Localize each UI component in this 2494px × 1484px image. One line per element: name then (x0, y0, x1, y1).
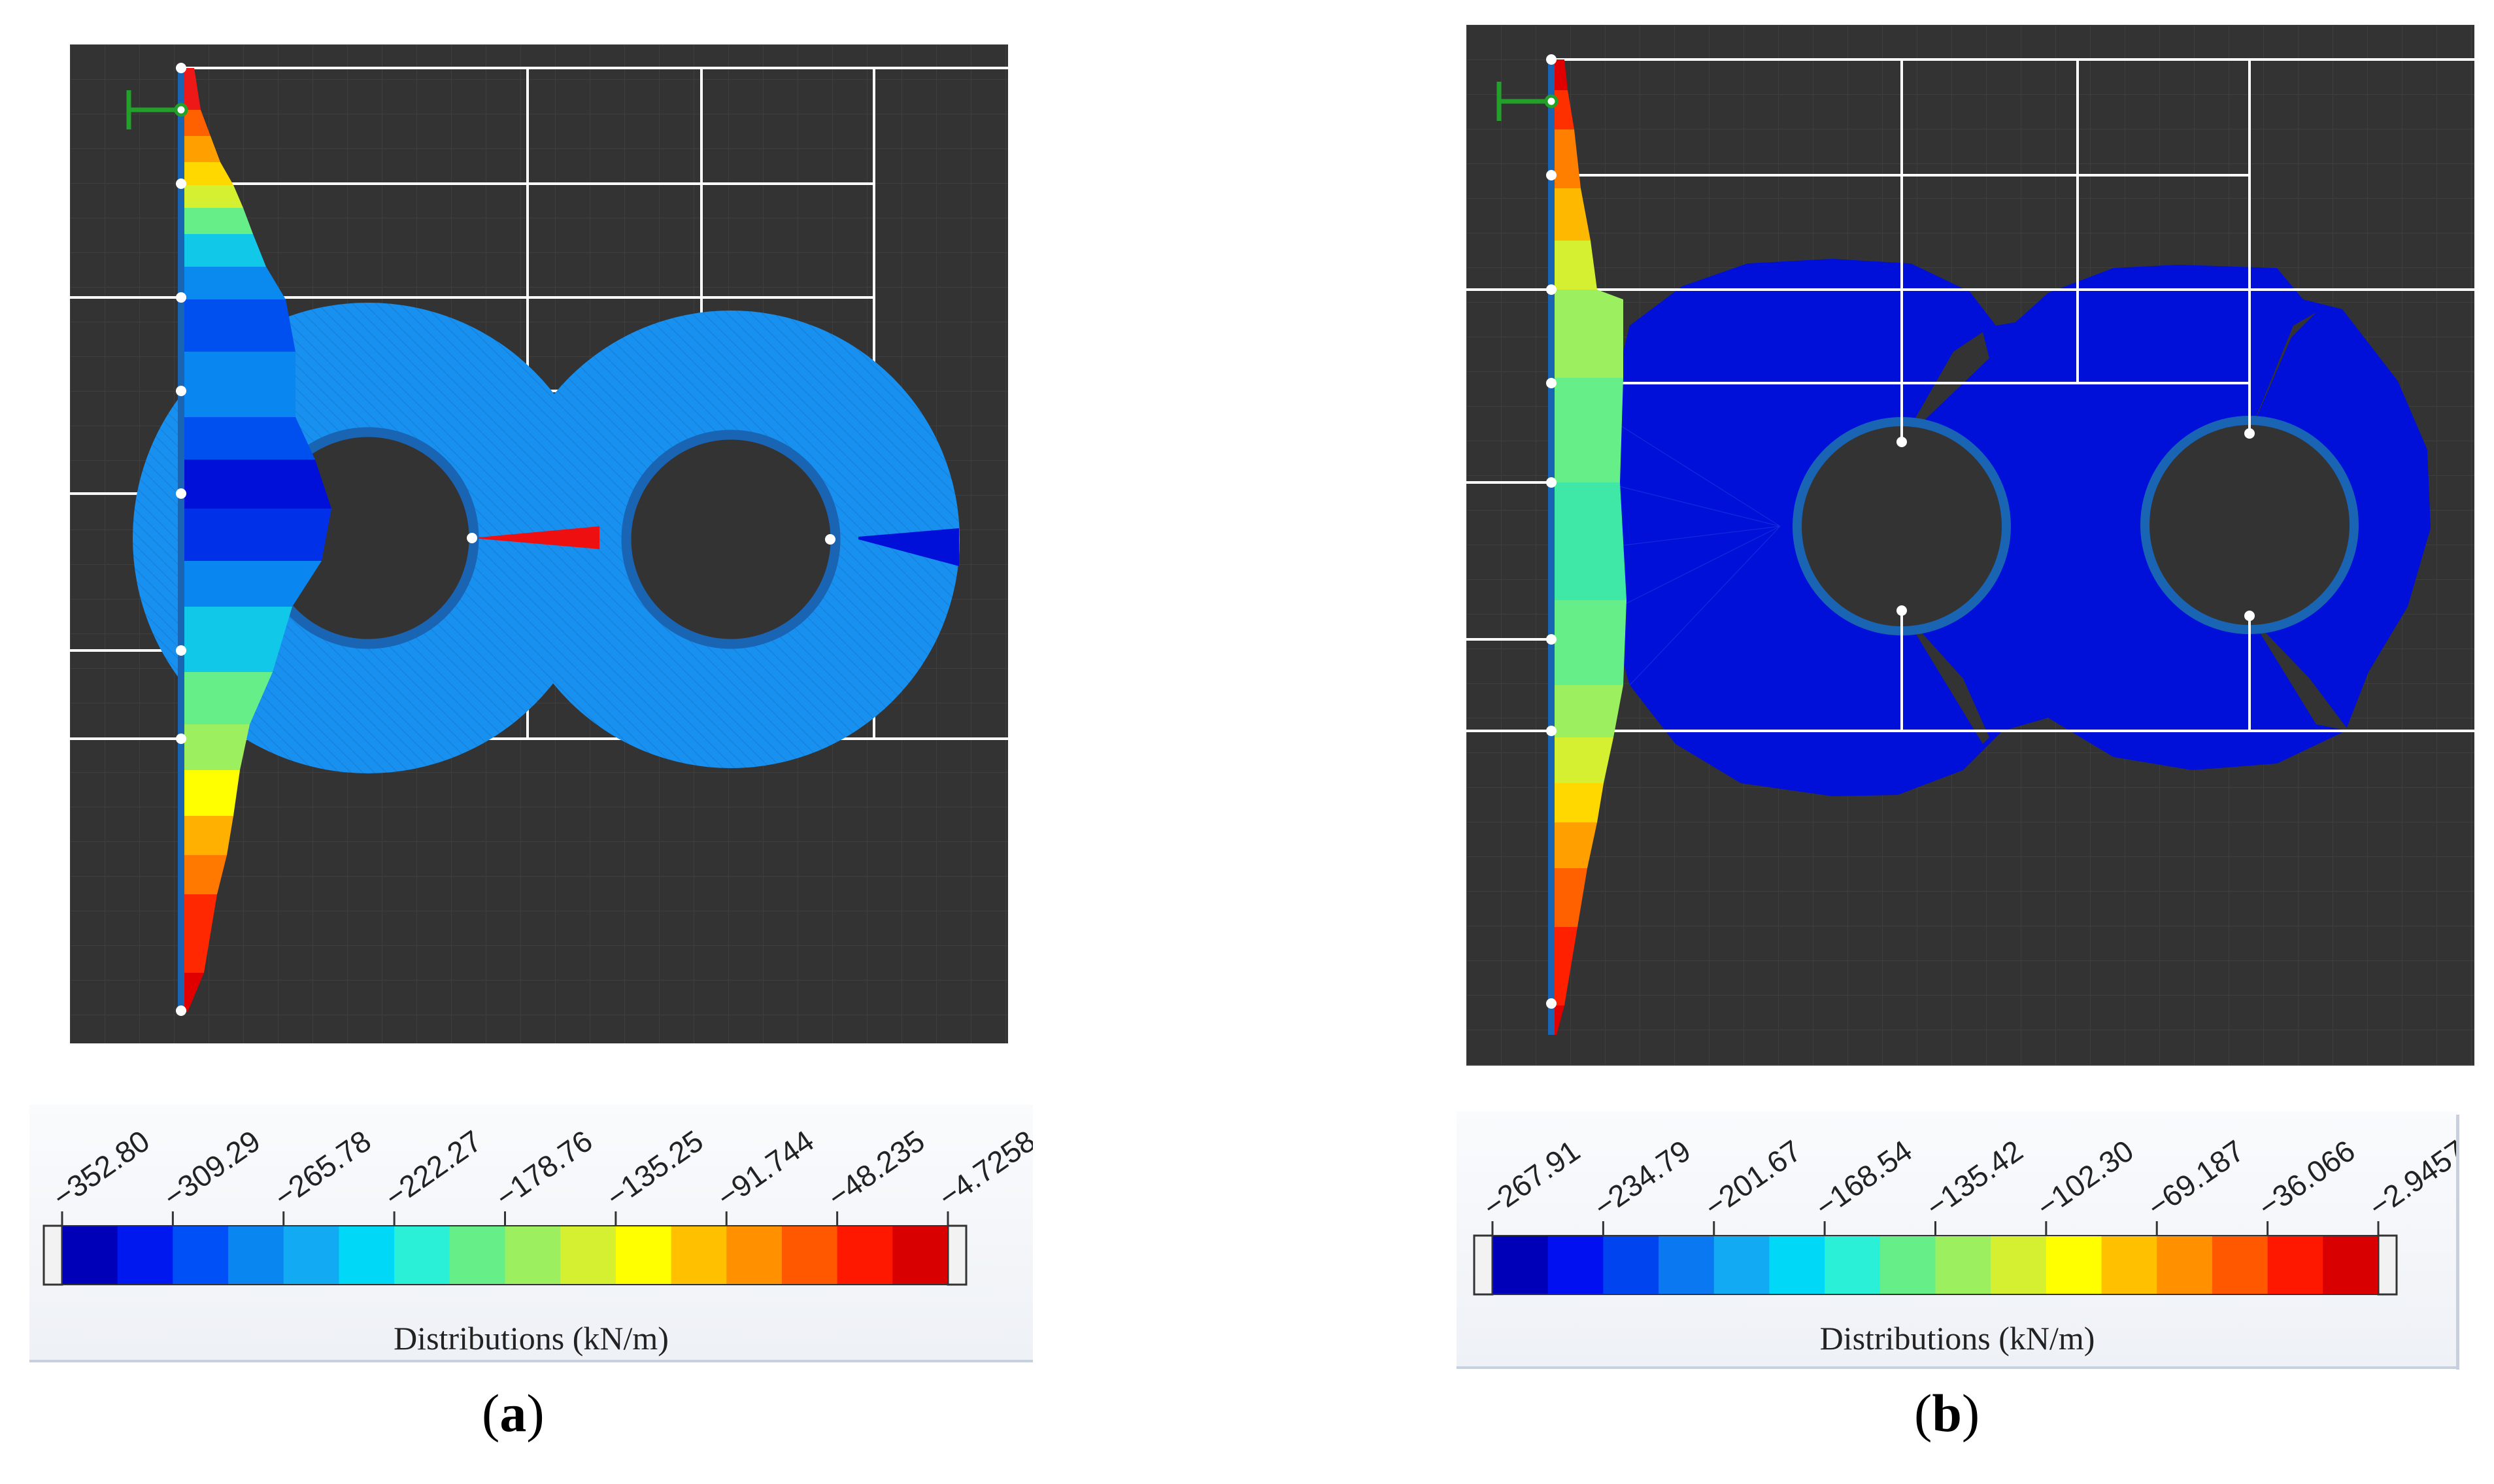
wall-distribution-a (181, 68, 331, 1012)
legend-divider (2456, 1115, 2459, 1370)
legend-tick-label: −48.235 (822, 1123, 931, 1214)
caption-a: (a) (482, 1383, 545, 1443)
legend-colorbar-a: −352.80 −309.29 −265.78 −222.27 −178.76 −135.… (42, 1123, 1033, 1286)
legend-swatch (228, 1226, 284, 1285)
legend-tick-label: −352.80 (46, 1123, 156, 1214)
legend-swatch (394, 1226, 450, 1285)
ring-distribution-b (1600, 259, 2431, 796)
legend-tick-label: −36.066 (2252, 1133, 2361, 1224)
wall-distribution-b (1551, 59, 1626, 1035)
model-canvas-a (70, 44, 1008, 1043)
legend-a: −352.80 −309.29 −265.78 −222.27 −178.76 −135.… (29, 1105, 1033, 1362)
legend-tick-label: −102.30 (2031, 1133, 2140, 1224)
wall-nodes-a[interactable] (176, 63, 835, 1016)
legend-tick-label: −267.91 (1477, 1133, 1586, 1224)
legend-swatch (117, 1226, 173, 1285)
tunnel-lining-left (1793, 417, 2011, 635)
legend-tick-label: −201.67 (1698, 1133, 1808, 1224)
legend-colorbar-b: −267.91 −234.79 −201.67 −168.54 −135.42 −102.… (1473, 1133, 2458, 1296)
structure-lines (1466, 58, 2474, 732)
legend-tick-label: −4.7258 (932, 1123, 1033, 1214)
legend-b: −267.91 −234.79 −201.67 −168.54 −135.42 −102.… (1457, 1111, 2458, 1369)
legend-swatch (671, 1226, 727, 1285)
legend-swatch (1492, 1236, 1549, 1294)
legend-swatch (1879, 1236, 1936, 1294)
legend-swatch (892, 1226, 949, 1285)
legend-tick-label: −265.78 (268, 1123, 377, 1214)
legend-swatch (1991, 1236, 2047, 1294)
legend-tick-label: −168.54 (1809, 1133, 1918, 1224)
legend-tick-label: −69.187 (2141, 1133, 2250, 1224)
legend-tick-label: −135.25 (600, 1123, 709, 1214)
legend-swatch (1935, 1236, 1991, 1294)
legend-swatch (1769, 1236, 1825, 1294)
anchor-support-icon (126, 90, 181, 129)
model-view-b[interactable] (1466, 25, 2474, 1066)
legend-swatch (615, 1226, 672, 1285)
legend-tick-label: −91.744 (711, 1123, 820, 1214)
legend-swatch (449, 1226, 505, 1285)
legend-tick-label: −309.29 (157, 1123, 266, 1214)
legend-swatch (2101, 1236, 2157, 1294)
legend-tick-label: −135.42 (1919, 1133, 2029, 1224)
tunnel-lining-right (2140, 416, 2359, 634)
wall-nodes-b[interactable] (1546, 54, 2255, 1009)
legend-swatch (1547, 1236, 1604, 1294)
tunnel-lining-right (621, 430, 841, 649)
caption-b: (b) (1914, 1383, 1980, 1443)
legend-swatch (173, 1226, 229, 1285)
legend-tick-label: −234.79 (1587, 1133, 1696, 1224)
legend-cap-min (42, 1224, 63, 1286)
legend-tick-label: −222.27 (379, 1123, 488, 1214)
model-canvas-b (1466, 25, 2474, 1066)
legend-swatch (2046, 1236, 2102, 1294)
legend-swatch (2323, 1236, 2379, 1294)
legend-swatch (1825, 1236, 1881, 1294)
legend-swatch (837, 1226, 893, 1285)
legend-swatch (1713, 1236, 1770, 1294)
legend-swatch (2157, 1236, 2213, 1294)
legend-swatch (2267, 1236, 2323, 1294)
legend-cap-max (2377, 1234, 2398, 1296)
legend-title-a: Distributions (kN/m) (394, 1320, 669, 1357)
legend-swatch (339, 1226, 395, 1285)
legend-cap-min (1473, 1234, 1494, 1296)
legend-swatch (560, 1226, 616, 1285)
legend-swatch (2212, 1236, 2268, 1294)
model-view-a[interactable] (70, 44, 1008, 1043)
legend-tick-label: −178.76 (489, 1123, 598, 1214)
legend-swatch (283, 1226, 339, 1285)
anchor-node[interactable] (174, 103, 188, 117)
legend-swatch (1659, 1236, 1715, 1294)
legend-title-b: Distributions (kN/m) (1819, 1320, 2095, 1357)
anchor-node[interactable] (1544, 94, 1559, 109)
legend-swatch (505, 1226, 561, 1285)
legend-swatch (62, 1226, 118, 1285)
legend-swatch (726, 1226, 783, 1285)
red-wedge-a (472, 526, 599, 549)
anchor-support-icon (1496, 82, 1551, 121)
legend-cap-max (947, 1224, 968, 1286)
legend-swatch (1603, 1236, 1659, 1294)
legend-tick-label: −2.9457 (2363, 1133, 2458, 1224)
legend-swatch (781, 1226, 838, 1285)
